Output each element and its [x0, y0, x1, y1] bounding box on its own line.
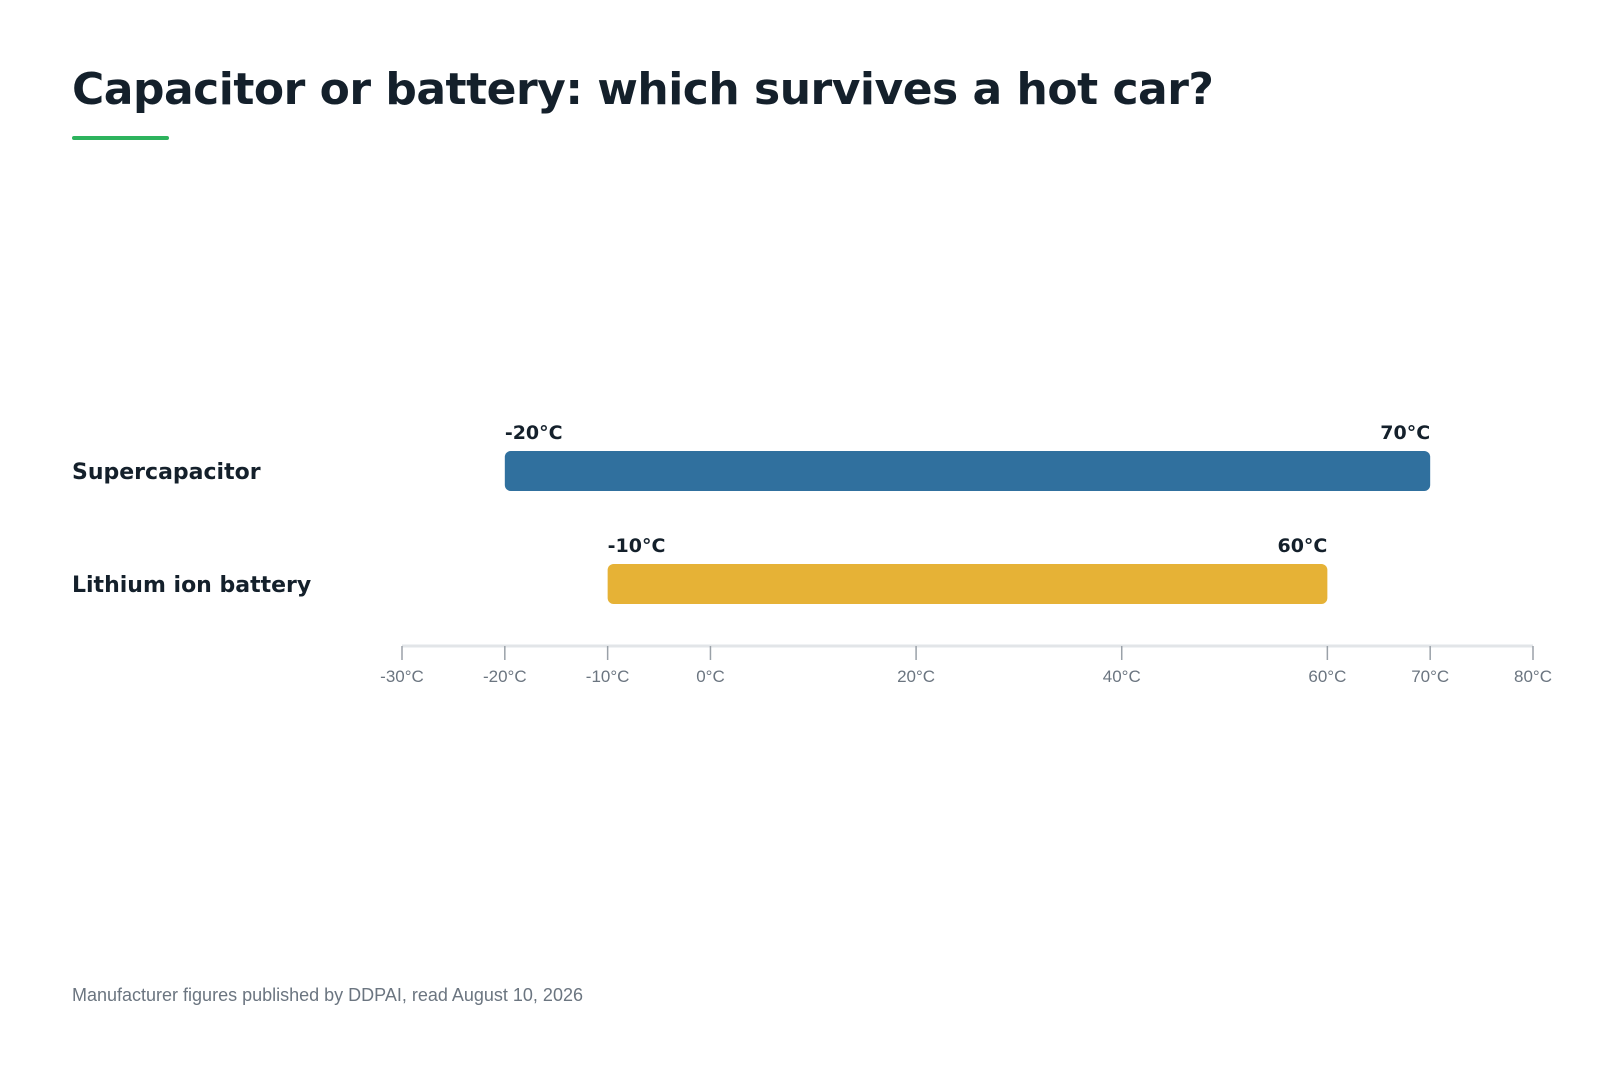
- x-tick-label: 60°C: [1308, 667, 1346, 686]
- category-label: Lithium ion battery: [72, 573, 311, 598]
- range-high-label: 60°C: [1277, 535, 1327, 557]
- x-tick-label: -30°C: [380, 667, 424, 686]
- title-accent-rule: [72, 136, 169, 140]
- x-tick-label: 70°C: [1411, 667, 1449, 686]
- range-low-label: -20°C: [505, 422, 563, 444]
- range-low-label: -10°C: [608, 535, 666, 557]
- range-bar: [504, 451, 1431, 491]
- category-labels: Supercapacitor Lithium ion battery: [72, 460, 311, 598]
- range-high-label: 70°C: [1380, 422, 1430, 444]
- category-label: Supercapacitor: [72, 460, 261, 485]
- x-tick-label: -20°C: [483, 667, 527, 686]
- x-tick-label: 80°C: [1514, 667, 1552, 686]
- x-tick-label: 0°C: [696, 667, 725, 686]
- x-tick-label: 40°C: [1103, 667, 1141, 686]
- x-axis: -30°C -20°C -10°C 0°C 20°C 40°C 60°C 70°C 80°C: [380, 644, 1552, 686]
- chart-title: Capacitor or battery: which survives a h…: [72, 64, 1214, 115]
- x-tick-label: -10°C: [586, 667, 630, 686]
- range-bars: -20°C 70°C -10°C 60°C: [504, 422, 1431, 604]
- x-tick-label: 20°C: [897, 667, 935, 686]
- source-note: Manufacturer figures published by DDPAI,…: [72, 985, 583, 1005]
- range-bar: [607, 564, 1328, 604]
